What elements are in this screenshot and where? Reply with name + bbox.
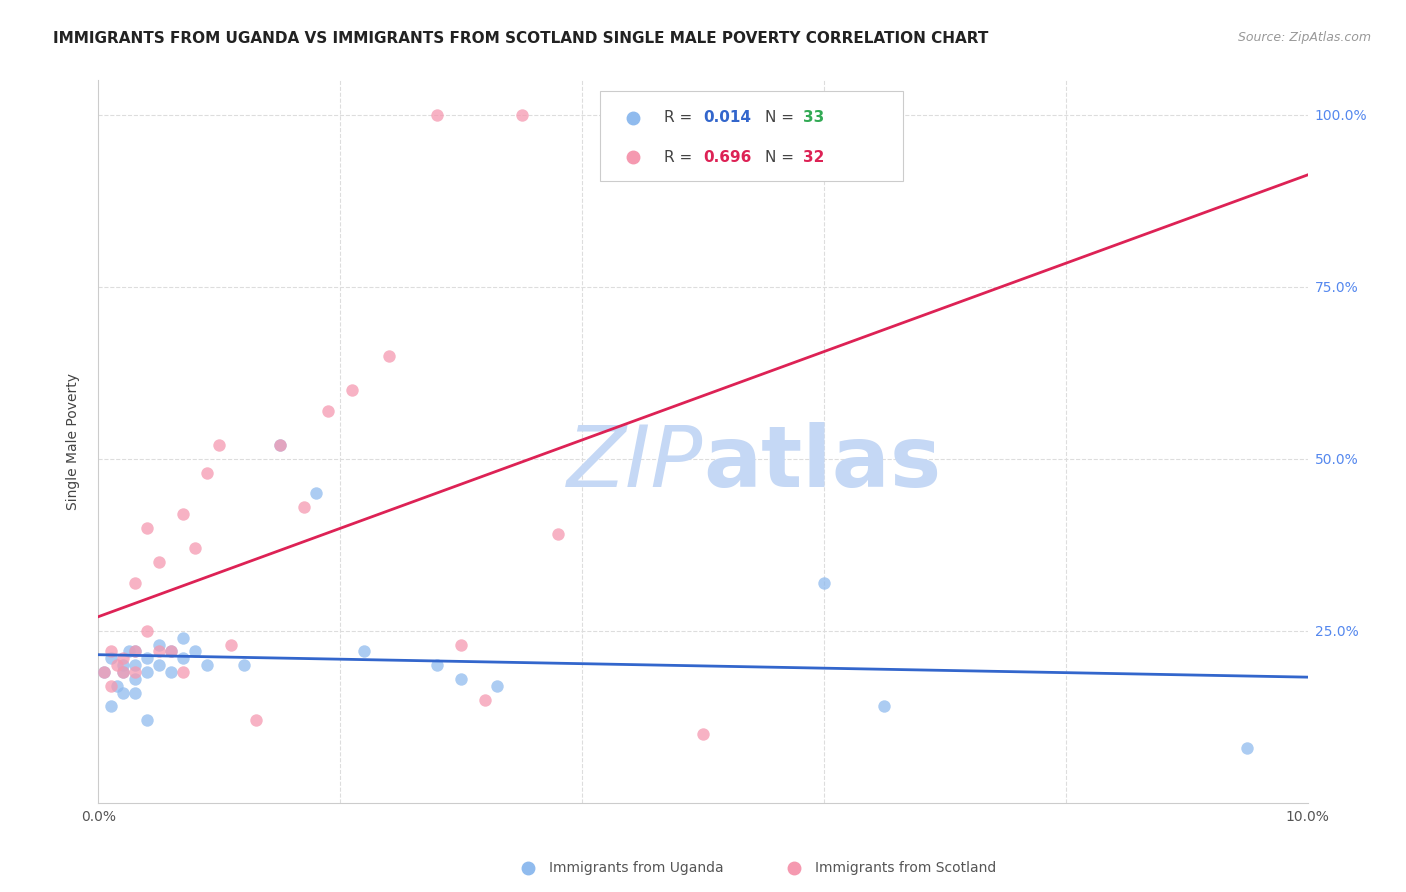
Point xyxy=(135,713,157,727)
Point xyxy=(269,438,291,452)
Text: R =: R = xyxy=(664,111,697,126)
Point xyxy=(148,658,170,673)
Point xyxy=(172,631,194,645)
Point xyxy=(148,555,170,569)
FancyBboxPatch shape xyxy=(600,91,903,181)
Point xyxy=(111,658,134,673)
Point xyxy=(93,665,115,679)
Point xyxy=(148,644,170,658)
Point xyxy=(547,527,569,541)
Point xyxy=(450,672,472,686)
Point xyxy=(873,699,896,714)
Point xyxy=(100,651,122,665)
Point xyxy=(160,644,183,658)
Point xyxy=(245,713,267,727)
Point xyxy=(184,541,207,556)
Point xyxy=(111,686,134,700)
Point xyxy=(692,727,714,741)
Point xyxy=(269,438,291,452)
Point xyxy=(100,644,122,658)
Point xyxy=(342,383,364,397)
Y-axis label: Single Male Poverty: Single Male Poverty xyxy=(66,373,80,510)
Point xyxy=(172,665,194,679)
Text: atlas: atlas xyxy=(703,422,941,505)
Point xyxy=(184,644,207,658)
Text: R =: R = xyxy=(664,150,697,164)
Point xyxy=(100,679,122,693)
Point xyxy=(160,665,183,679)
Point xyxy=(118,644,141,658)
Point xyxy=(510,108,533,122)
Point xyxy=(111,665,134,679)
Point xyxy=(426,108,449,122)
Point xyxy=(195,658,218,673)
Point xyxy=(377,349,399,363)
Text: Source: ZipAtlas.com: Source: ZipAtlas.com xyxy=(1237,31,1371,45)
Point xyxy=(100,699,122,714)
Point xyxy=(124,665,146,679)
Text: N =: N = xyxy=(765,111,799,126)
Point xyxy=(208,438,231,452)
Point xyxy=(232,658,254,673)
Point xyxy=(135,651,157,665)
Point xyxy=(105,679,128,693)
Point xyxy=(172,507,194,521)
Point xyxy=(1236,740,1258,755)
Point xyxy=(305,486,328,500)
Point xyxy=(105,658,128,673)
Point xyxy=(93,665,115,679)
Text: 0.696: 0.696 xyxy=(703,150,751,164)
Point xyxy=(135,520,157,534)
Text: ZIP: ZIP xyxy=(567,422,703,505)
Text: Immigrants from Uganda: Immigrants from Uganda xyxy=(550,861,724,875)
Point xyxy=(292,500,315,514)
Text: N =: N = xyxy=(765,150,799,164)
Point xyxy=(172,651,194,665)
Point xyxy=(353,644,375,658)
Point xyxy=(426,658,449,673)
Point xyxy=(221,638,243,652)
Point xyxy=(124,658,146,673)
Point xyxy=(316,403,339,417)
Point xyxy=(450,638,472,652)
Point xyxy=(124,686,146,700)
Point xyxy=(813,575,835,590)
Point xyxy=(124,644,146,658)
Point xyxy=(124,672,146,686)
Text: 33: 33 xyxy=(803,111,824,126)
Point xyxy=(124,644,146,658)
Point xyxy=(474,692,496,706)
Point xyxy=(135,624,157,638)
Point xyxy=(111,665,134,679)
Point xyxy=(195,466,218,480)
Point xyxy=(148,638,170,652)
Point xyxy=(124,575,146,590)
Point xyxy=(160,644,183,658)
Text: 32: 32 xyxy=(803,150,825,164)
Text: IMMIGRANTS FROM UGANDA VS IMMIGRANTS FROM SCOTLAND SINGLE MALE POVERTY CORRELATI: IMMIGRANTS FROM UGANDA VS IMMIGRANTS FRO… xyxy=(53,31,988,46)
Point xyxy=(111,651,134,665)
Point xyxy=(486,679,509,693)
Text: Immigrants from Scotland: Immigrants from Scotland xyxy=(815,861,997,875)
Point xyxy=(135,665,157,679)
Text: 0.014: 0.014 xyxy=(703,111,751,126)
